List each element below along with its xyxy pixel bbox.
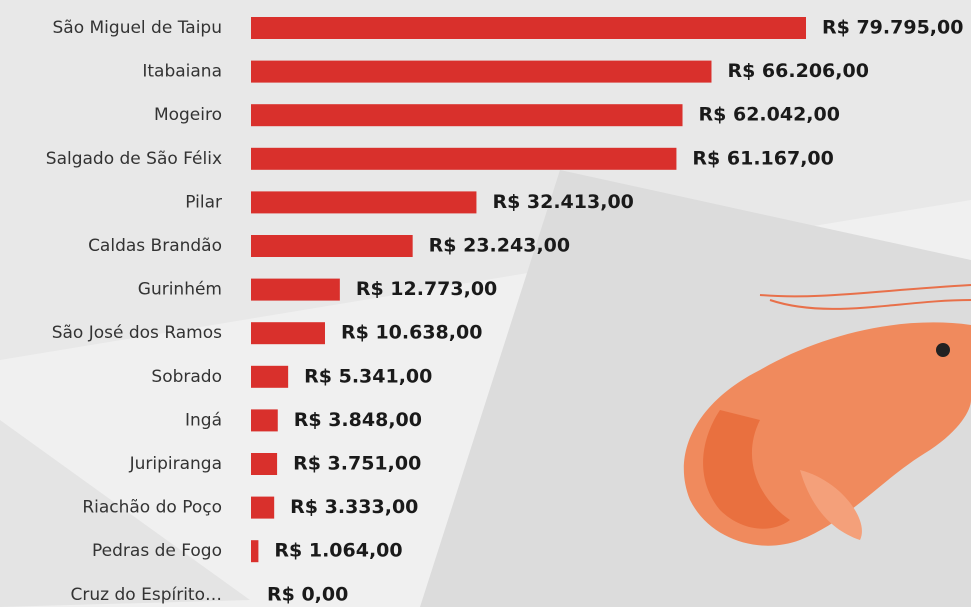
value-label: R$ 3.751,00	[293, 453, 421, 475]
bar	[251, 453, 277, 475]
value-label: R$ 23.243,00	[429, 235, 570, 257]
category-label: Salgado de São Félix	[46, 149, 222, 169]
value-label: R$ 1.064,00	[274, 540, 402, 562]
bar	[251, 409, 278, 431]
value-label: R$ 32.413,00	[492, 191, 633, 213]
category-label: Caldas Brandão	[88, 236, 222, 256]
value-label: R$ 79.795,00	[822, 17, 963, 39]
category-label: São Miguel de Taipu	[53, 18, 223, 38]
value-label: R$ 5.341,00	[304, 365, 432, 387]
category-label: Pedras de Fogo	[92, 541, 222, 561]
category-label: Itabaiana	[142, 62, 222, 82]
category-label: Gurinhém	[138, 280, 222, 300]
category-label: Cruz do Espírito…	[71, 585, 222, 605]
category-label: Juripiranga	[129, 454, 222, 474]
value-label: R$ 12.773,00	[356, 278, 497, 300]
bar	[251, 191, 476, 213]
value-label: R$ 62.042,00	[699, 104, 840, 126]
bar	[251, 61, 711, 83]
value-label: R$ 3.333,00	[290, 496, 418, 518]
page: {"chart_data": {"type": "bar", "orientat…	[0, 0, 971, 607]
category-label: Mogeiro	[154, 105, 222, 125]
bar	[251, 17, 806, 39]
value-label: R$ 61.167,00	[692, 147, 833, 169]
chart: São Miguel de Taipu R$ 79.795,00 Itabaiana…	[0, 0, 971, 607]
bar	[251, 366, 288, 388]
category-label: Ingá	[185, 410, 222, 430]
bar	[251, 540, 258, 562]
category-label: São José dos Ramos	[52, 323, 222, 343]
value-label: R$ 66.206,00	[727, 60, 868, 82]
bar	[251, 497, 274, 519]
value-label: R$ 3.848,00	[294, 409, 422, 431]
bar	[251, 322, 325, 344]
category-label: Sobrado	[151, 367, 222, 387]
category-label: Riachão do Poço	[82, 498, 222, 518]
bar	[251, 235, 413, 257]
bar	[251, 104, 683, 126]
category-label: Pilar	[185, 192, 222, 212]
bar	[251, 279, 340, 301]
bar	[251, 148, 676, 170]
value-label: R$ 10.638,00	[341, 322, 482, 344]
value-label: R$ 0,00	[267, 583, 348, 605]
